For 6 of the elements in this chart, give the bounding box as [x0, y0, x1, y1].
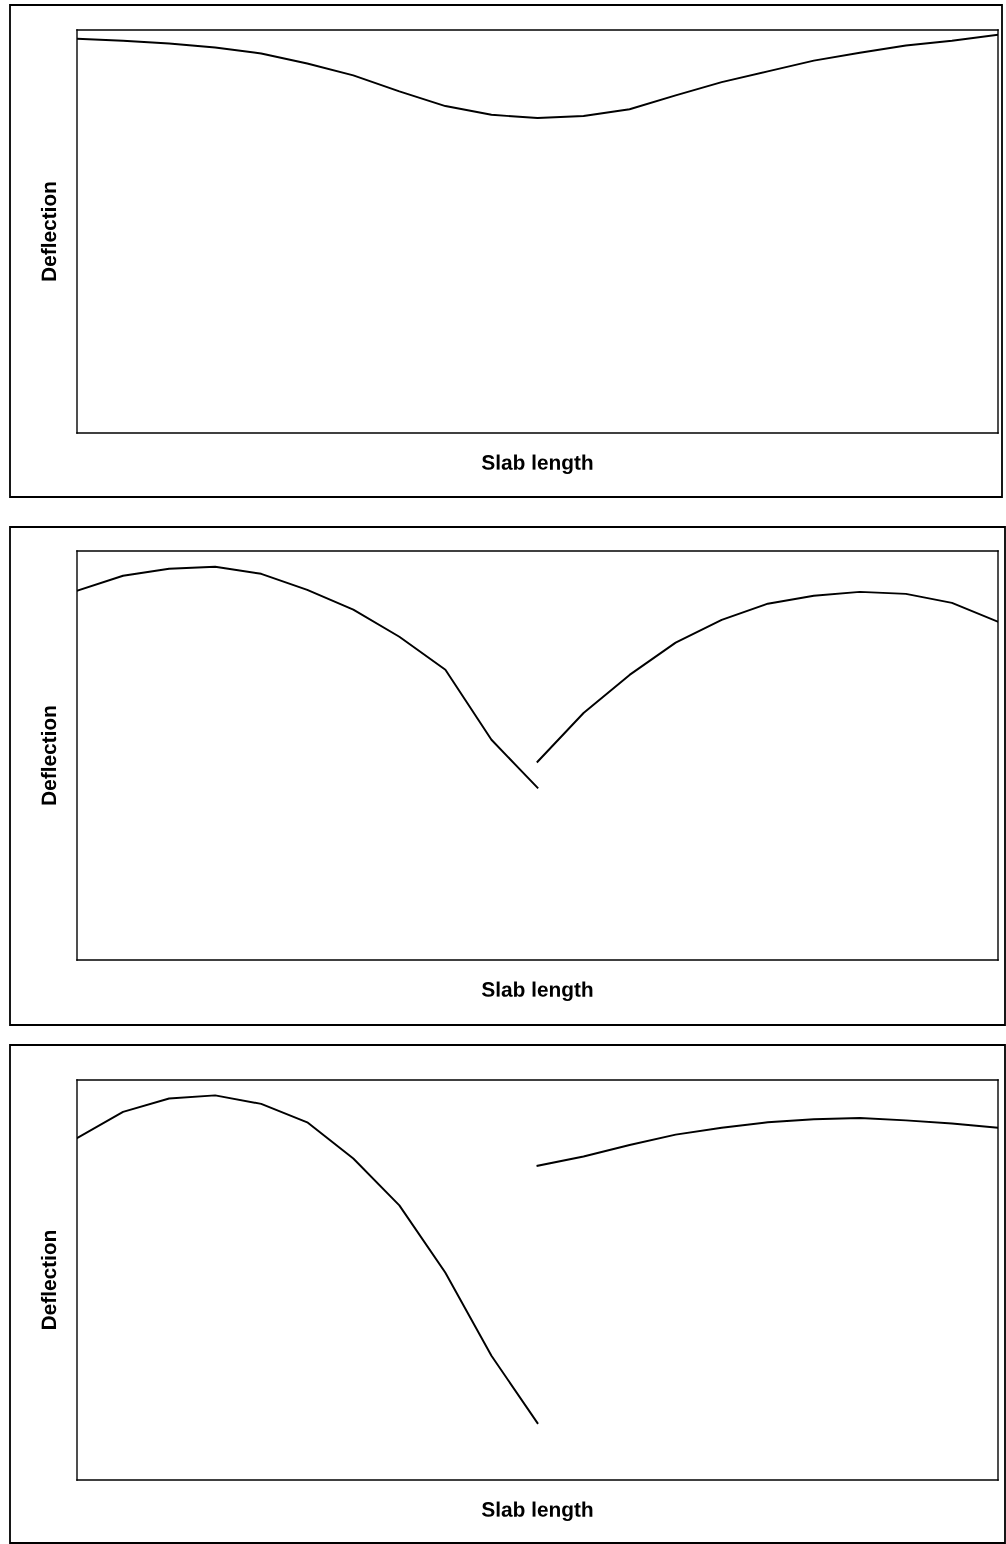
x-axis-title: Slab length — [481, 454, 593, 475]
y-axis-title: Deflection — [40, 182, 57, 281]
x-axis-title: Slab length — [481, 1501, 593, 1522]
y-axis-title: Deflection — [40, 706, 57, 805]
y-axis-title: Deflection — [40, 1230, 57, 1329]
x-axis-title: Slab length — [481, 981, 593, 1002]
